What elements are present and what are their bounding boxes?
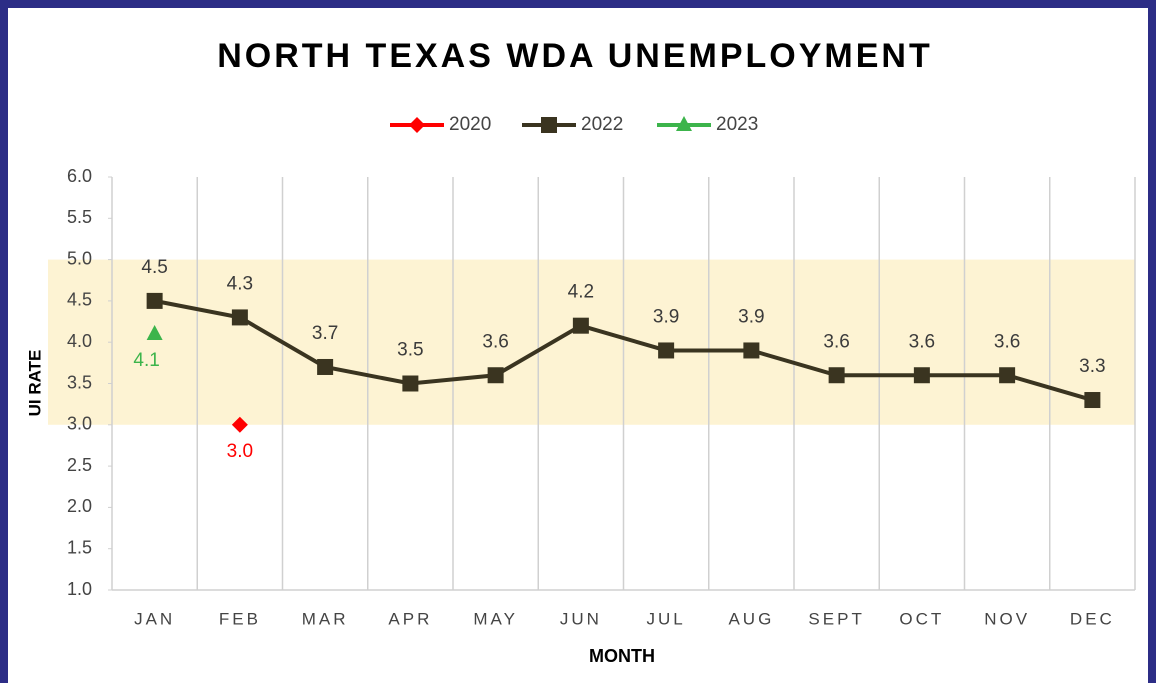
data-label: 3.6	[823, 331, 849, 352]
marker	[231, 309, 248, 326]
marker	[999, 367, 1016, 384]
marker	[231, 416, 248, 433]
y-tick-label: 4.5	[67, 290, 92, 310]
x-tick-label: DEC	[1070, 609, 1115, 628]
data-label: 3.9	[738, 306, 764, 327]
series-line	[154, 298, 1093, 402]
data-label: 3.6	[994, 331, 1020, 352]
marker	[402, 375, 419, 392]
data-label: 4.3	[227, 273, 253, 294]
data-label: 4.5	[141, 257, 167, 278]
marker	[658, 342, 675, 359]
data-label: 4.1	[133, 350, 159, 371]
x-tick-label: OCT	[899, 609, 944, 628]
x-tick-label: JAN	[134, 609, 175, 628]
legend-label: 2020	[449, 114, 491, 135]
marker	[828, 367, 845, 384]
highlight-band	[48, 259, 1135, 425]
y-tick-label: 5.0	[67, 248, 92, 268]
x-tick-label: AUG	[728, 609, 774, 628]
y-tick-label: 2.5	[67, 455, 92, 475]
marker	[146, 324, 163, 340]
data-label: 3.6	[482, 331, 508, 352]
data-label: 3.7	[312, 323, 338, 344]
marker	[317, 358, 334, 375]
y-tick-label: 5.5	[67, 207, 92, 227]
x-tick-label: JUL	[647, 609, 686, 628]
y-tick-label: 1.5	[67, 537, 92, 557]
x-tick-label: SEPT	[808, 609, 864, 628]
y-axis-title: UI RATE	[25, 350, 44, 417]
legend-marker	[409, 117, 425, 133]
legend-label: 2022	[581, 114, 623, 135]
legend-marker	[676, 116, 692, 131]
x-tick-label: JUN	[560, 609, 602, 628]
data-label: 3.3	[1079, 356, 1105, 377]
x-tick-label: NOV	[984, 609, 1030, 628]
x-tick-label: MAY	[473, 609, 518, 628]
y-tick-label: 3.0	[67, 414, 92, 434]
marker	[487, 367, 504, 384]
data-label: 3.6	[909, 331, 935, 352]
marker	[572, 317, 589, 334]
data-label: 3.5	[397, 340, 423, 361]
data-label: 3.0	[227, 441, 253, 462]
x-tick-label: FEB	[219, 609, 261, 628]
y-tick-label: 1.0	[67, 579, 92, 599]
chart-title: NORTH TEXAS WDA UNEMPLOYMENT	[217, 37, 933, 75]
marker	[146, 292, 163, 309]
data-label: 4.2	[568, 282, 594, 303]
marker	[913, 367, 930, 384]
y-tick-label: 2.0	[67, 496, 92, 516]
x-axis-title: MONTH	[589, 646, 655, 666]
x-tick-label: APR	[388, 609, 432, 628]
legend-marker	[541, 117, 557, 133]
y-tick-label: 3.5	[67, 372, 92, 392]
x-tick-label: MAR	[302, 609, 349, 628]
data-label: 3.9	[653, 306, 679, 327]
y-tick-label: 4.0	[67, 331, 92, 351]
marker	[743, 342, 760, 359]
marker	[1084, 392, 1101, 409]
y-tick-label: 6.0	[67, 166, 92, 186]
legend-label: 2023	[716, 114, 758, 135]
